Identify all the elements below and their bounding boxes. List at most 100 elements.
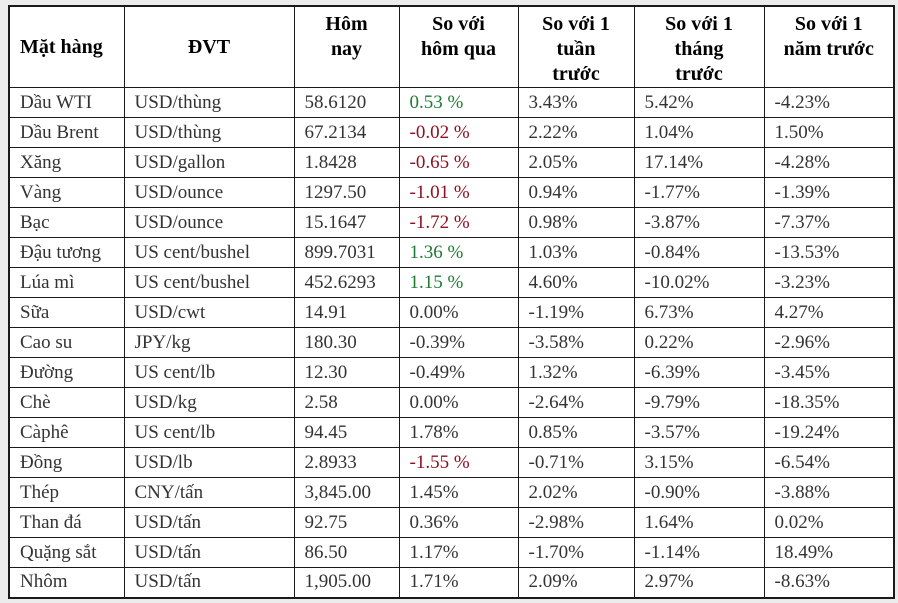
change-vs-year-cell: 0.02% bbox=[763, 507, 895, 538]
today-price-cell: 452.6293 bbox=[293, 267, 400, 298]
column-header-4: So với hôm qua bbox=[398, 5, 519, 88]
today-price-cell: 12.30 bbox=[293, 357, 400, 388]
change-vs-year-cell: -2.96% bbox=[763, 327, 895, 358]
today-price-cell: 2.8933 bbox=[293, 447, 400, 478]
unit-cell: USD/tấn bbox=[123, 537, 295, 568]
today-price-cell: 1,905.00 bbox=[293, 567, 400, 598]
change-vs-week-cell: -3.58% bbox=[517, 327, 635, 358]
table-row: Vàng USD/ounce 1297.50 -1.01 % 0.94% -1.77% -1… bbox=[8, 177, 895, 208]
change-vs-week-cell: 1.03% bbox=[517, 237, 635, 268]
change-vs-week-cell: 2.09% bbox=[517, 567, 635, 598]
change-vs-week-cell: 1.32% bbox=[517, 357, 635, 388]
change-vs-yesterday-cell: -1.55 % bbox=[398, 447, 519, 478]
change-vs-year-cell: -8.63% bbox=[763, 567, 895, 598]
change-vs-yesterday-cell: 1.17% bbox=[398, 537, 519, 568]
commodity-name-cell: Đồng bbox=[8, 447, 125, 478]
change-vs-month-cell: -3.87% bbox=[633, 207, 765, 238]
table-row: Than đá USD/tấn 92.75 0.36% -2.98% 1.64% 0.02% bbox=[8, 507, 895, 538]
change-vs-year-cell: -18.35% bbox=[763, 387, 895, 418]
change-vs-yesterday-cell: 0.00% bbox=[398, 387, 519, 418]
change-vs-year-cell: -4.23% bbox=[763, 87, 895, 118]
change-vs-week-cell: -0.71% bbox=[517, 447, 635, 478]
change-vs-year-cell: -19.24% bbox=[763, 417, 895, 448]
change-vs-month-cell: -1.14% bbox=[633, 537, 765, 568]
column-header-5: So với 1 tuần trước bbox=[517, 5, 635, 88]
change-vs-yesterday-cell: -1.01 % bbox=[398, 177, 519, 208]
today-price-cell: 67.2134 bbox=[293, 117, 400, 148]
today-price-cell: 180.30 bbox=[293, 327, 400, 358]
table-row: Nhôm USD/tấn 1,905.00 1.71% 2.09% 2.97% -8.63% bbox=[8, 567, 895, 598]
commodity-price-table: Mặt hàng ĐVT Hôm nay So với hôm qua So với 1… bbox=[8, 5, 895, 599]
change-vs-yesterday-cell: -0.49% bbox=[398, 357, 519, 388]
change-vs-year-cell: -4.28% bbox=[763, 147, 895, 178]
column-header-6: So với 1 tháng trước bbox=[633, 5, 765, 88]
change-vs-month-cell: -10.02% bbox=[633, 267, 765, 298]
change-vs-month-cell: 6.73% bbox=[633, 297, 765, 328]
today-price-cell: 15.1647 bbox=[293, 207, 400, 238]
change-vs-yesterday-cell: 0.53 % bbox=[398, 87, 519, 118]
change-vs-month-cell: -3.57% bbox=[633, 417, 765, 448]
table-row: Đồng USD/lb 2.8933 -1.55 % -0.71% 3.15% -6.54% bbox=[8, 447, 895, 478]
column-header-1: Mặt hàng bbox=[8, 5, 125, 88]
table-row: Cao su JPY/kg 180.30 -0.39% -3.58% 0.22% -2.96… bbox=[8, 327, 895, 358]
change-vs-month-cell: 17.14% bbox=[633, 147, 765, 178]
change-vs-yesterday-cell: 1.15 % bbox=[398, 267, 519, 298]
change-vs-month-cell: 3.15% bbox=[633, 447, 765, 478]
change-vs-year-cell: -13.53% bbox=[763, 237, 895, 268]
change-vs-yesterday-cell: 1.45% bbox=[398, 477, 519, 508]
today-price-cell: 58.6120 bbox=[293, 87, 400, 118]
commodity-name-cell: Đậu tương bbox=[8, 237, 125, 268]
unit-cell: USD/cwt bbox=[123, 297, 295, 328]
change-vs-yesterday-cell: -0.02 % bbox=[398, 117, 519, 148]
commodity-name-cell: Dầu WTI bbox=[8, 87, 125, 118]
commodity-name-cell: Bạc bbox=[8, 207, 125, 238]
today-price-cell: 1297.50 bbox=[293, 177, 400, 208]
commodity-name-cell: Sữa bbox=[8, 297, 125, 328]
unit-cell: US cent/bushel bbox=[123, 237, 295, 268]
unit-cell: USD/tấn bbox=[123, 567, 295, 598]
change-vs-week-cell: 2.22% bbox=[517, 117, 635, 148]
change-vs-yesterday-cell: -1.72 % bbox=[398, 207, 519, 238]
unit-cell: USD/lb bbox=[123, 447, 295, 478]
unit-cell: US cent/bushel bbox=[123, 267, 295, 298]
today-price-cell: 86.50 bbox=[293, 537, 400, 568]
change-vs-yesterday-cell: -0.65 % bbox=[398, 147, 519, 178]
change-vs-week-cell: 0.98% bbox=[517, 207, 635, 238]
change-vs-week-cell: 4.60% bbox=[517, 267, 635, 298]
change-vs-yesterday-cell: 0.00% bbox=[398, 297, 519, 328]
unit-cell: USD/gallon bbox=[123, 147, 295, 178]
change-vs-year-cell: 4.27% bbox=[763, 297, 895, 328]
change-vs-month-cell: -6.39% bbox=[633, 357, 765, 388]
today-price-cell: 3,845.00 bbox=[293, 477, 400, 508]
change-vs-year-cell: -3.88% bbox=[763, 477, 895, 508]
column-header-2: ĐVT bbox=[123, 5, 295, 88]
table-row: Dầu WTI USD/thùng 58.6120 0.53 % 3.43% 5.42% -… bbox=[8, 87, 895, 118]
commodity-name-cell: Than đá bbox=[8, 507, 125, 538]
change-vs-yesterday-cell: 0.36% bbox=[398, 507, 519, 538]
commodity-name-cell: Xăng bbox=[8, 147, 125, 178]
change-vs-month-cell: 0.22% bbox=[633, 327, 765, 358]
table-row: Dầu Brent USD/thùng 67.2134 -0.02 % 2.22% 1.0… bbox=[8, 117, 895, 148]
today-price-cell: 2.58 bbox=[293, 387, 400, 418]
column-header-3: Hôm nay bbox=[293, 5, 400, 88]
change-vs-yesterday-cell: -0.39% bbox=[398, 327, 519, 358]
change-vs-week-cell: -2.98% bbox=[517, 507, 635, 538]
change-vs-month-cell: 2.97% bbox=[633, 567, 765, 598]
unit-cell: JPY/kg bbox=[123, 327, 295, 358]
change-vs-month-cell: -9.79% bbox=[633, 387, 765, 418]
commodity-price-table-container: Mặt hàng ĐVT Hôm nay So với hôm qua So với 1… bbox=[8, 5, 895, 599]
unit-cell: CNY/tấn bbox=[123, 477, 295, 508]
unit-cell: USD/thùng bbox=[123, 87, 295, 118]
change-vs-year-cell: 18.49% bbox=[763, 537, 895, 568]
change-vs-week-cell: 0.85% bbox=[517, 417, 635, 448]
change-vs-year-cell: -3.23% bbox=[763, 267, 895, 298]
commodity-name-cell: Vàng bbox=[8, 177, 125, 208]
table-header-row: Mặt hàng ĐVT Hôm nay So với hôm qua So với 1… bbox=[8, 5, 895, 88]
today-price-cell: 94.45 bbox=[293, 417, 400, 448]
table-row: Thép CNY/tấn 3,845.00 1.45% 2.02% -0.90% -3.88… bbox=[8, 477, 895, 508]
change-vs-week-cell: -1.19% bbox=[517, 297, 635, 328]
change-vs-year-cell: 1.50% bbox=[763, 117, 895, 148]
change-vs-yesterday-cell: 1.36 % bbox=[398, 237, 519, 268]
column-header-7: So với 1 năm trước bbox=[763, 5, 895, 88]
table-row: Đường US cent/lb 12.30 -0.49% 1.32% -6.39% -3.… bbox=[8, 357, 895, 388]
